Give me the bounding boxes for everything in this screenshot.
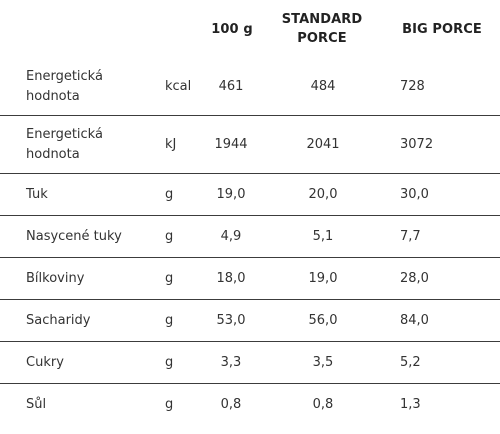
nutrient-name: Cukry bbox=[26, 354, 64, 370]
value-standard-portion: 0,8 bbox=[312, 397, 334, 412]
nutrient-unit: g bbox=[165, 270, 174, 286]
table-row: Bílkoviny g 18,0 19,0 28,0 bbox=[0, 258, 500, 300]
nutrient-unit: g bbox=[165, 397, 174, 412]
value-per-100g: 1944 bbox=[214, 136, 248, 152]
table-row: Energetická hodnota kcal 461 484 728 bbox=[0, 58, 500, 116]
table-row: Cukry g 3,3 3,5 5,2 bbox=[0, 342, 500, 384]
value-big-portion: 30,0 bbox=[400, 186, 429, 202]
nutrient-name: Bílkoviny bbox=[26, 270, 85, 286]
nutrient-unit: kJ bbox=[165, 136, 177, 152]
nutrient-name: Sůl bbox=[26, 397, 47, 412]
value-big-portion: 1,3 bbox=[400, 397, 421, 412]
table-row: Sůl g 0,8 0,8 1,3 bbox=[0, 384, 500, 426]
value-standard-portion: 20,0 bbox=[308, 186, 338, 202]
value-big-portion: 28,0 bbox=[400, 270, 429, 286]
value-big-portion: 84,0 bbox=[400, 312, 429, 328]
value-big-portion: 7,7 bbox=[400, 228, 421, 244]
table-body: Energetická hodnota kcal 461 484 728 Ene… bbox=[0, 58, 500, 426]
nutrient-name: Nasycené tuky bbox=[26, 228, 122, 244]
column-header-standard-portion: STANDARD PORCE bbox=[281, 12, 363, 46]
value-standard-portion: 3,5 bbox=[312, 354, 334, 370]
value-standard-portion: 2041 bbox=[306, 136, 340, 152]
nutrient-name: Tuk bbox=[26, 186, 48, 202]
value-per-100g: 0,8 bbox=[220, 397, 242, 412]
value-standard-portion: 19,0 bbox=[308, 270, 338, 286]
nutrient-unit: g bbox=[165, 354, 174, 370]
value-standard-portion: 56,0 bbox=[308, 312, 338, 328]
column-header-100g: 100 g bbox=[211, 21, 253, 37]
table-header: 100 g STANDARD PORCE BIG PORCE bbox=[0, 0, 500, 58]
nutrient-unit: g bbox=[165, 312, 174, 328]
value-per-100g: 18,0 bbox=[216, 270, 246, 286]
nutrient-name: Energetická hodnota bbox=[26, 68, 103, 104]
column-header-big-portion: BIG PORCE bbox=[402, 21, 482, 37]
nutrient-unit: g bbox=[165, 228, 174, 244]
table-row: Tuk g 19,0 20,0 30,0 bbox=[0, 174, 500, 216]
nutrient-name: Energetická hodnota bbox=[26, 126, 103, 162]
value-per-100g: 3,3 bbox=[220, 354, 242, 370]
table-row: Sacharidy g 53,0 56,0 84,0 bbox=[0, 300, 500, 342]
value-standard-portion: 484 bbox=[310, 78, 336, 94]
value-per-100g: 461 bbox=[218, 78, 244, 94]
value-big-portion: 5,2 bbox=[400, 354, 421, 370]
nutrient-name: Sacharidy bbox=[26, 312, 91, 328]
value-big-portion: 3072 bbox=[400, 136, 434, 152]
nutrient-unit: kcal bbox=[165, 78, 192, 94]
value-per-100g: 4,9 bbox=[220, 228, 242, 244]
table-row: Energetická hodnota kJ 1944 2041 3072 bbox=[0, 116, 500, 174]
value-per-100g: 19,0 bbox=[216, 186, 246, 202]
nutrient-unit: g bbox=[165, 186, 174, 202]
value-big-portion: 728 bbox=[400, 78, 425, 94]
table-row: Nasycené tuky g 4,9 5,1 7,7 bbox=[0, 216, 500, 258]
value-standard-portion: 5,1 bbox=[312, 228, 334, 244]
value-per-100g: 53,0 bbox=[216, 312, 246, 328]
